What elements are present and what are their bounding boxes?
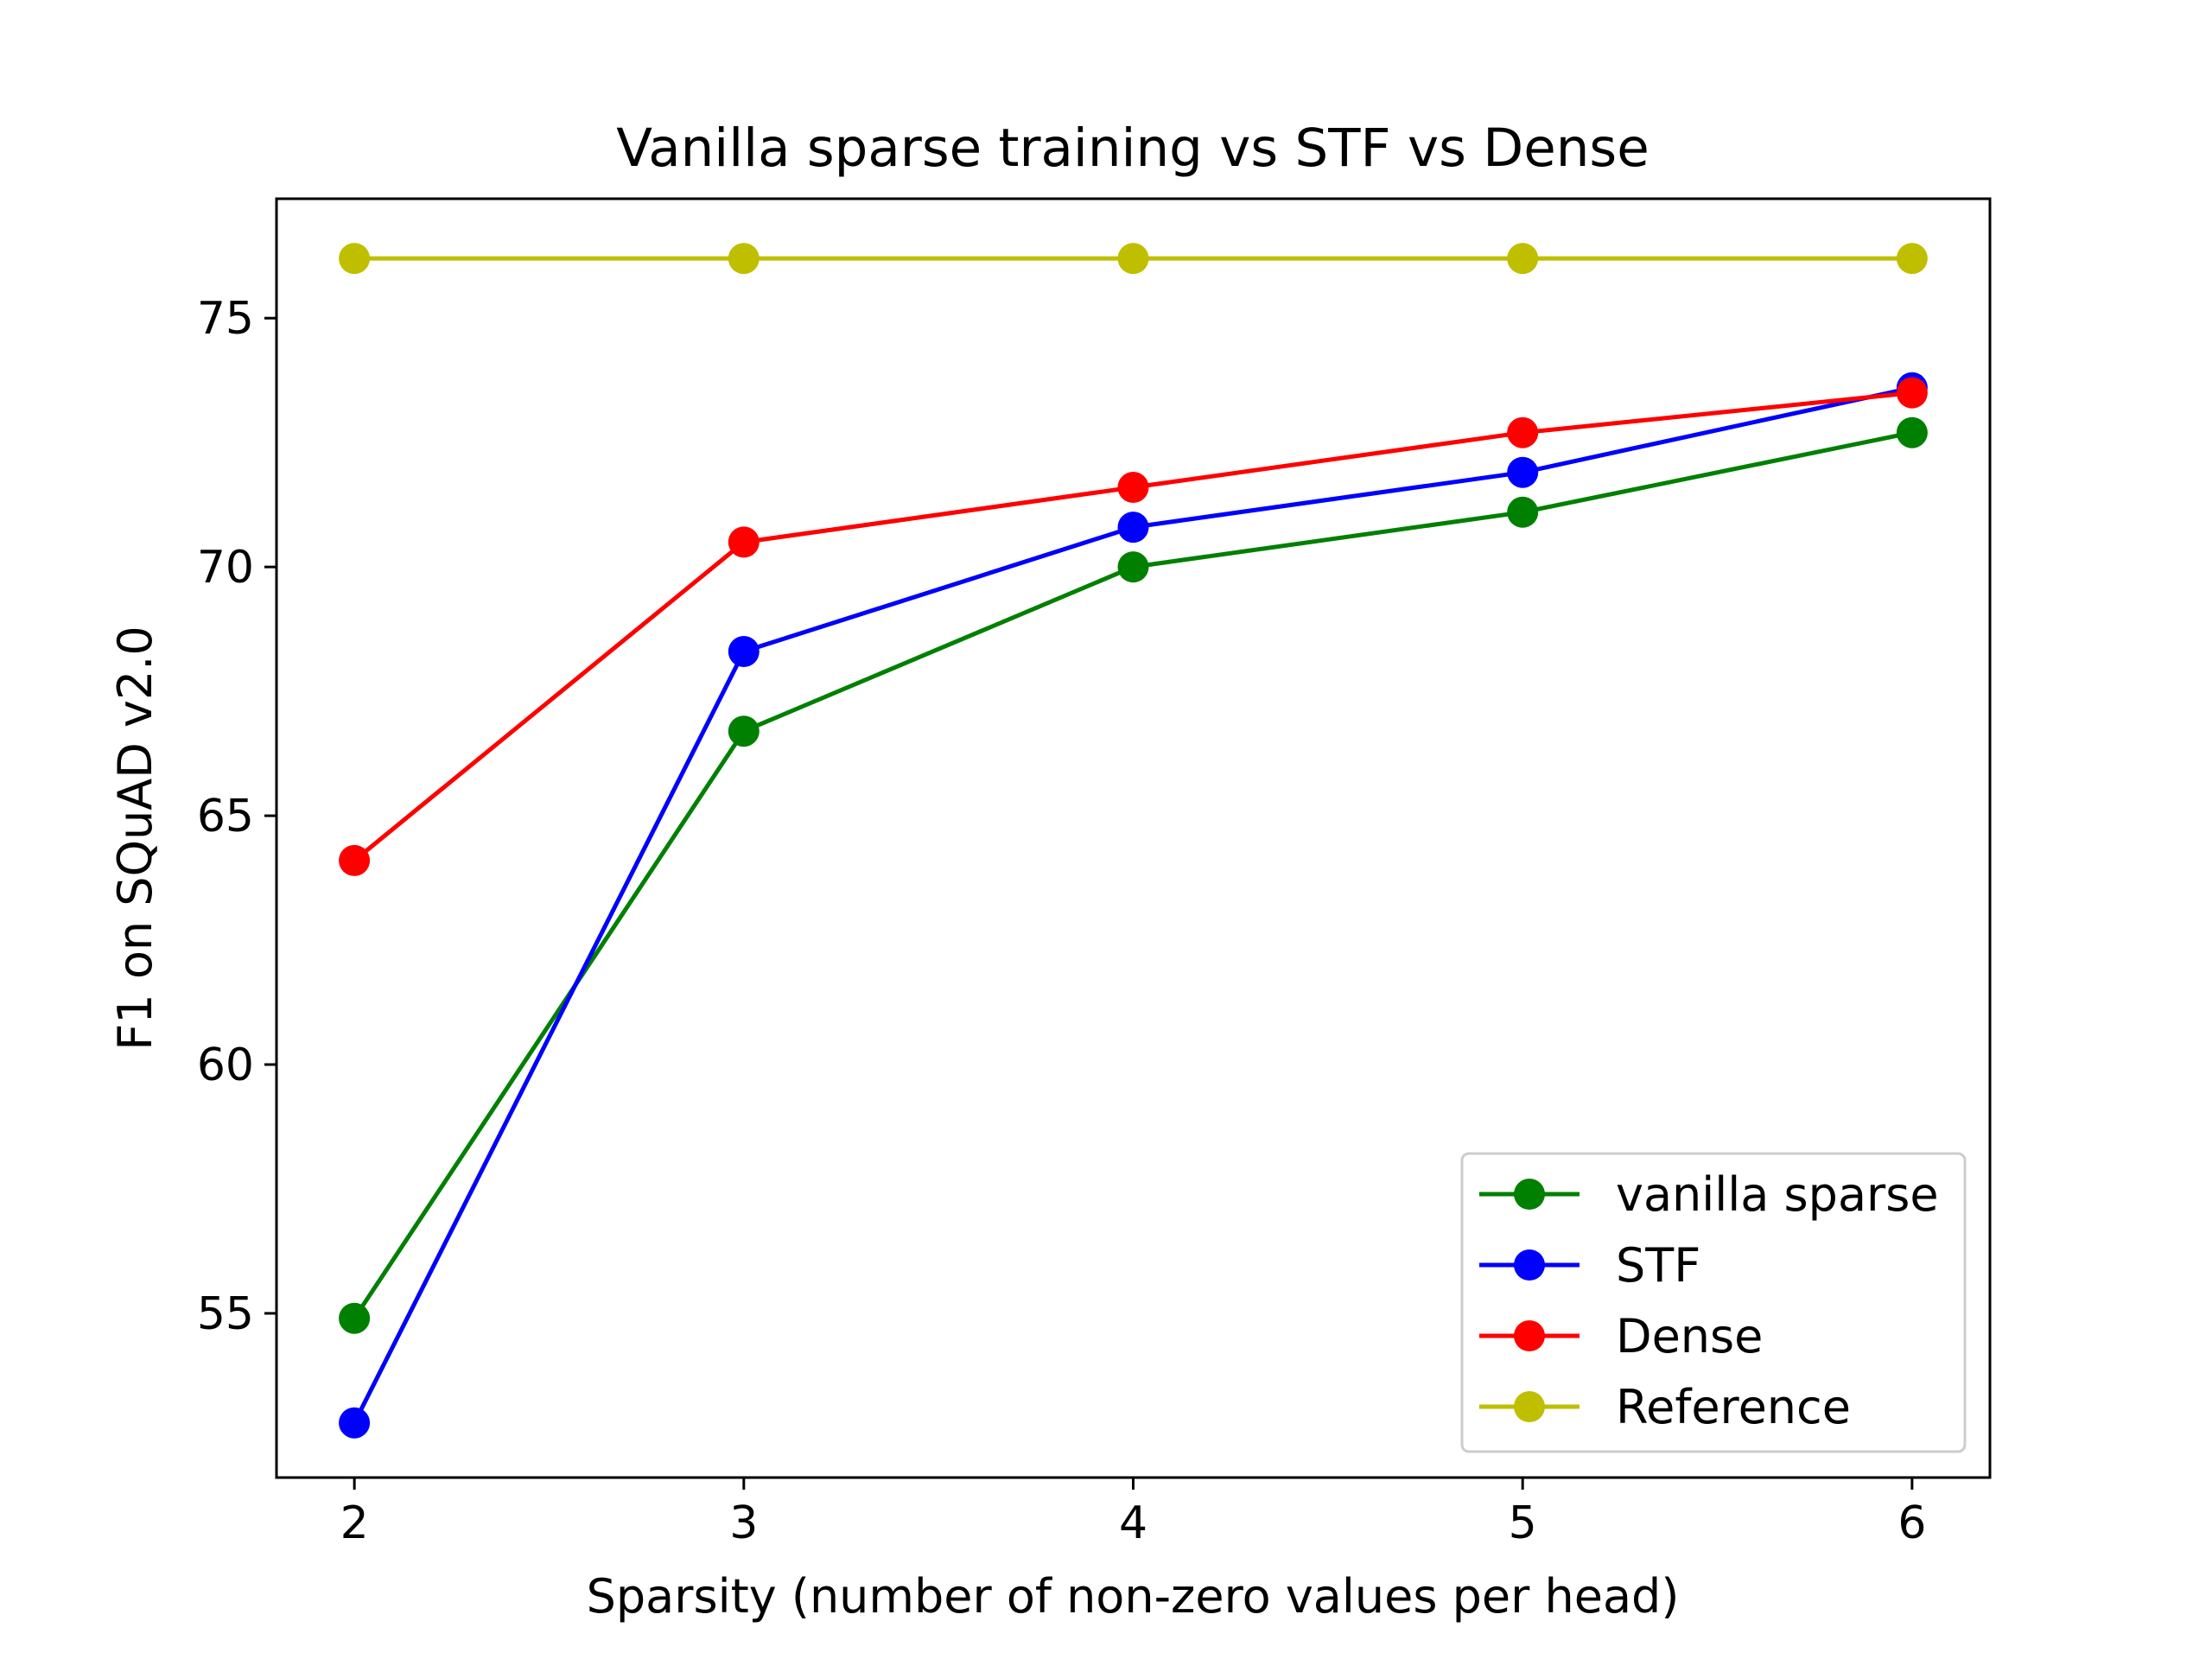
chart-title: Vanilla sparse training vs STF vs Dense xyxy=(616,118,1649,179)
legend-swatch-marker xyxy=(1514,1391,1545,1422)
y-axis-label: F1 on SQuAD v2.0 xyxy=(108,626,162,1051)
legend-label: vanilla sparse xyxy=(1616,1167,1939,1222)
data-point-dense xyxy=(339,844,371,876)
x-axis-label: Sparsity (number of non-zero values per … xyxy=(587,1569,1680,1624)
y-tick-label: 60 xyxy=(197,1039,254,1091)
data-point-reference xyxy=(1507,243,1539,275)
legend: vanilla sparse STF Dense Reference xyxy=(1460,1152,1967,1453)
legend-item-stf: STF xyxy=(1479,1238,1700,1293)
x-tick-label: 6 xyxy=(1897,1497,1926,1549)
data-point-reference xyxy=(1117,243,1149,275)
x-tick-label: 5 xyxy=(1509,1497,1537,1549)
data-point-reference xyxy=(339,243,371,275)
data-point-stf xyxy=(728,636,760,667)
y-tick-label: 70 xyxy=(197,542,254,594)
y-axis-ticks: 55 60 65 70 75 xyxy=(197,293,276,1340)
x-tick-label: 3 xyxy=(729,1497,758,1549)
series-vanilla-sparse xyxy=(339,416,1928,1334)
data-point-vanilla-sparse xyxy=(728,715,760,747)
data-point-vanilla-sparse xyxy=(1896,416,1928,448)
data-point-stf xyxy=(339,1407,371,1439)
x-axis-ticks: 2 3 4 5 6 xyxy=(340,1478,1926,1549)
data-point-stf xyxy=(1117,512,1149,543)
data-point-vanilla-sparse xyxy=(339,1302,371,1334)
data-point-dense xyxy=(1896,377,1928,409)
data-point-stf xyxy=(1507,456,1539,488)
legend-item-dense: Dense xyxy=(1479,1309,1763,1363)
series-dense xyxy=(339,377,1928,876)
y-tick-label: 65 xyxy=(197,791,254,842)
legend-swatch-marker xyxy=(1514,1320,1545,1351)
legend-label: STF xyxy=(1616,1238,1700,1293)
data-point-reference xyxy=(728,243,760,275)
series-layer xyxy=(339,243,1928,1439)
legend-label: Dense xyxy=(1616,1309,1763,1363)
data-point-vanilla-sparse xyxy=(1507,496,1539,528)
series-reference xyxy=(339,243,1928,275)
x-tick-label: 2 xyxy=(340,1497,369,1549)
data-point-vanilla-sparse xyxy=(1117,551,1149,583)
data-point-dense xyxy=(1507,416,1539,448)
x-tick-label: 4 xyxy=(1119,1497,1147,1549)
legend-item-vanilla-sparse: vanilla sparse xyxy=(1479,1167,1939,1222)
plot-area xyxy=(339,243,1928,1439)
legend-label: Reference xyxy=(1616,1380,1851,1434)
y-tick-label: 75 xyxy=(197,293,254,345)
legend-swatch-marker xyxy=(1514,1249,1545,1281)
legend-item-reference: Reference xyxy=(1479,1380,1851,1434)
legend-box xyxy=(1460,1152,1967,1453)
legend-swatch-marker xyxy=(1514,1179,1545,1210)
data-point-reference xyxy=(1896,243,1928,275)
data-point-dense xyxy=(1117,472,1149,503)
y-tick-label: 55 xyxy=(197,1288,254,1340)
data-point-dense xyxy=(728,526,760,558)
